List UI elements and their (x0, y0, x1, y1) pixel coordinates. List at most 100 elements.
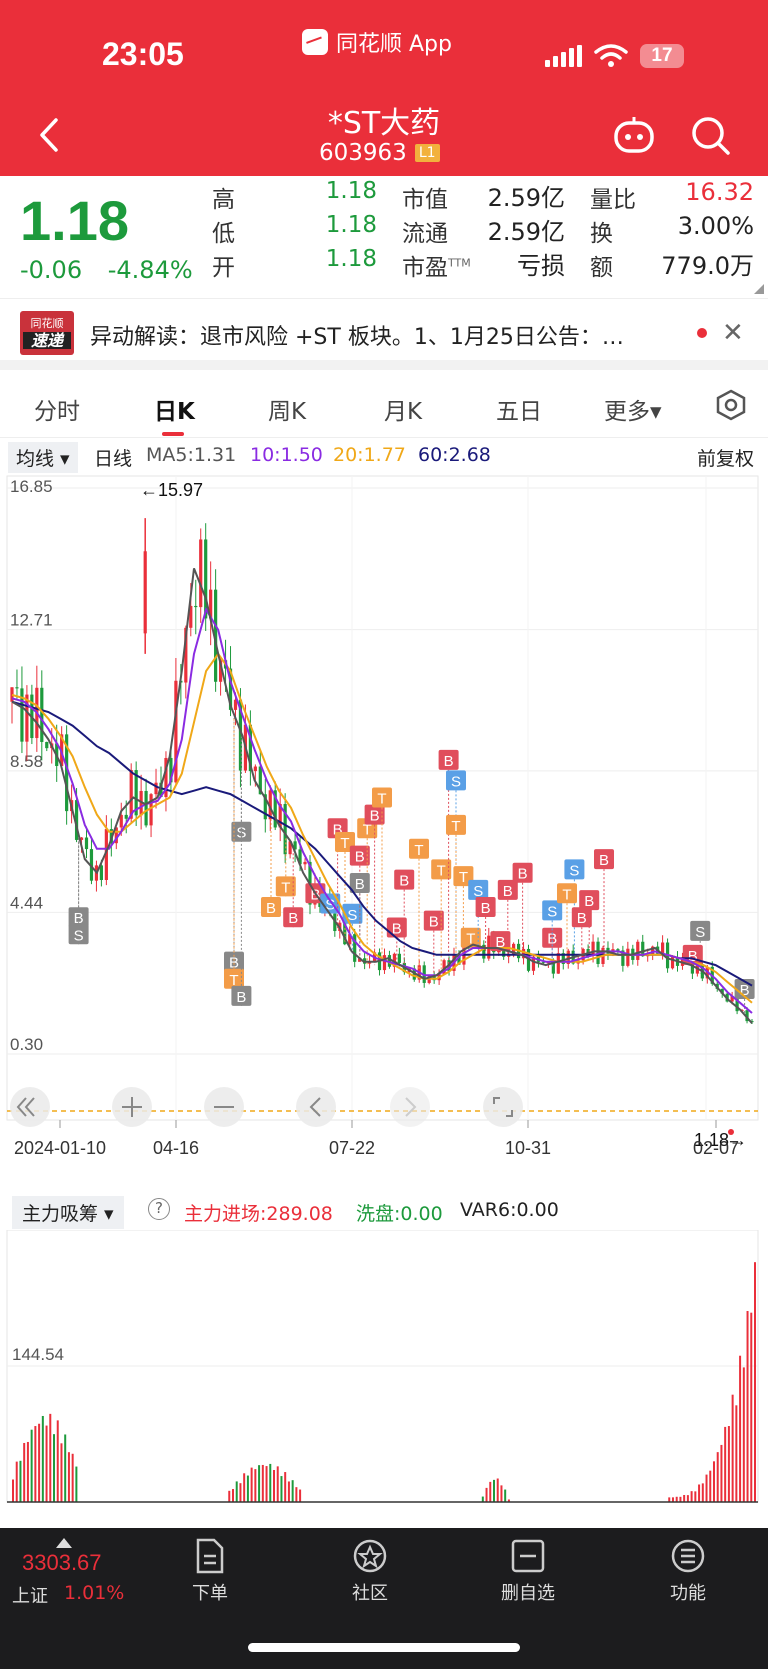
news-banner[interactable]: 同花顺 速递 异动解读：退市风险 +ST 板块。1、1月25日公告：… (0, 298, 768, 370)
remove-watchlist-icon (511, 1539, 545, 1573)
trade-marker-letter: B (584, 893, 594, 910)
quote-panel: 1.18 -0.06 -4.84% 高 低 开 1.18 1.18 1.18 市… (0, 176, 768, 298)
scroll-right-button[interactable] (390, 1087, 430, 1127)
expand-corner-icon[interactable] (754, 284, 764, 294)
trade-marker-letter: B (688, 948, 698, 965)
indicator-bar (284, 1472, 287, 1502)
settings-hexagon-icon[interactable] (714, 388, 748, 422)
index-value[interactable]: 3303.67 (22, 1550, 102, 1575)
trade-marker-letter: S (451, 773, 461, 790)
trade-marker-letter: T (414, 842, 423, 859)
ma20-label: 20:1.77 (333, 444, 406, 466)
candle-body (636, 941, 640, 960)
nav-order[interactable]: 下单 (170, 1538, 250, 1605)
trade-marker (386, 917, 407, 938)
chart-frame (6, 475, 759, 1121)
close-icon[interactable]: ✕ (722, 318, 744, 348)
candle-body (104, 829, 108, 881)
trade-marker-letter: T (377, 791, 386, 808)
trade-marker-letter: B (481, 900, 491, 917)
nav-order-label: 下单 (192, 1583, 228, 1604)
zoom-out-button[interactable] (204, 1087, 244, 1127)
vol-ratio-label: 量比 (590, 187, 636, 213)
trade-marker-letter: T (437, 862, 446, 879)
amount-value: 779.0万 (661, 252, 754, 280)
nav-community-label: 社区 (352, 1583, 388, 1604)
candle-body (670, 957, 675, 969)
news-logo-top: 同花顺 (30, 317, 64, 330)
indicator-bar (746, 1311, 749, 1502)
home-indicator[interactable] (248, 1643, 520, 1652)
candle-body (546, 962, 550, 964)
tab-weekly-k[interactable]: 周K (268, 399, 307, 425)
level-badge: L1 (414, 144, 440, 162)
search-icon[interactable] (690, 115, 732, 157)
nav-remove-watchlist[interactable]: 删自选 (488, 1538, 568, 1605)
fullscreen-button[interactable] (483, 1087, 523, 1127)
zoom-in-button[interactable] (112, 1087, 152, 1127)
candle-body (382, 955, 387, 971)
robot-assistant-icon[interactable] (612, 115, 656, 157)
stock-code: 603963 (319, 140, 407, 166)
pe-label: 市盈TTM (402, 248, 471, 282)
indicator-bar (485, 1487, 488, 1502)
indicator-bar (675, 1496, 678, 1502)
candle-body (84, 837, 89, 850)
indicator-bar (235, 1481, 238, 1502)
open-value: 1.18 (325, 246, 377, 272)
tab-more[interactable]: 更多▾ (604, 399, 662, 425)
candle-body (89, 849, 94, 881)
tab-monthly-k[interactable]: 月K (384, 399, 423, 425)
mcap-value: 2.59亿 (487, 184, 565, 212)
candle-body (209, 589, 213, 619)
trade-marker (446, 770, 466, 791)
last-price: 1.18 (20, 189, 129, 252)
candle-body (283, 804, 287, 855)
nav-community[interactable]: 社区 (330, 1538, 410, 1605)
indicator-dropdown[interactable]: 主力吸筹 ▾ (12, 1196, 124, 1229)
indicator-bar (481, 1496, 484, 1502)
bottom-nav: 3303.67 上证 1.01% 下单 社区 删自选 功能 (0, 1528, 768, 1669)
index-percent: 1.01% (64, 1582, 125, 1604)
candle-body (65, 734, 69, 812)
nav-functions[interactable]: 功能 (648, 1538, 728, 1605)
trade-marker (349, 873, 370, 894)
trade-marker-letter: S (569, 862, 579, 879)
trade-marker-letter: B (503, 883, 513, 900)
back-button[interactable] (30, 110, 70, 160)
trade-marker (475, 896, 496, 917)
scroll-left-button[interactable] (296, 1087, 336, 1127)
adjust-mode[interactable]: 前复权 (697, 448, 755, 470)
community-star-icon (353, 1539, 387, 1573)
header-bar: 23:05 同花顺 App 17 *ST大药 603963 L1 (0, 0, 768, 176)
x-tick-label: 02-07 (693, 1138, 739, 1156)
indicator-bar (53, 1434, 56, 1502)
tab-intraday[interactable]: 分时 (34, 399, 80, 425)
tab-five-day[interactable]: 五日 (496, 399, 542, 425)
trade-marker-letter: T (459, 869, 468, 886)
trade-marker (690, 920, 711, 941)
tab-daily-k[interactable]: 日K (154, 399, 195, 425)
y-axis-ticks: 16.85 12.71 8.58 4.44 0.30 (10, 477, 53, 1054)
indicator-bar (269, 1463, 272, 1502)
stock-code-row: 603963 L1 (319, 140, 440, 166)
candle-body (74, 800, 79, 840)
help-icon[interactable]: ? (148, 1198, 170, 1220)
indicator-bar (731, 1394, 734, 1502)
index-name: 上证 (12, 1586, 48, 1607)
indicator-bar (724, 1426, 727, 1502)
indicator-bar (668, 1497, 671, 1502)
y-tick-label: 8.58 (10, 752, 43, 771)
candle-body (129, 770, 133, 819)
trade-marker-letter: B (266, 900, 276, 917)
x-tick-label: 2024-01-10 (14, 1138, 106, 1156)
amount-label: 额 (590, 255, 613, 281)
candle-body (541, 961, 546, 963)
wifi-icon (594, 44, 628, 67)
last-price-label: 1.18→ (694, 1130, 747, 1150)
candle-body (273, 790, 277, 828)
zoom-out-all-button[interactable] (10, 1087, 50, 1127)
candle-body (248, 724, 252, 772)
ma-dropdown[interactable]: 均线 ▾ (8, 442, 78, 473)
